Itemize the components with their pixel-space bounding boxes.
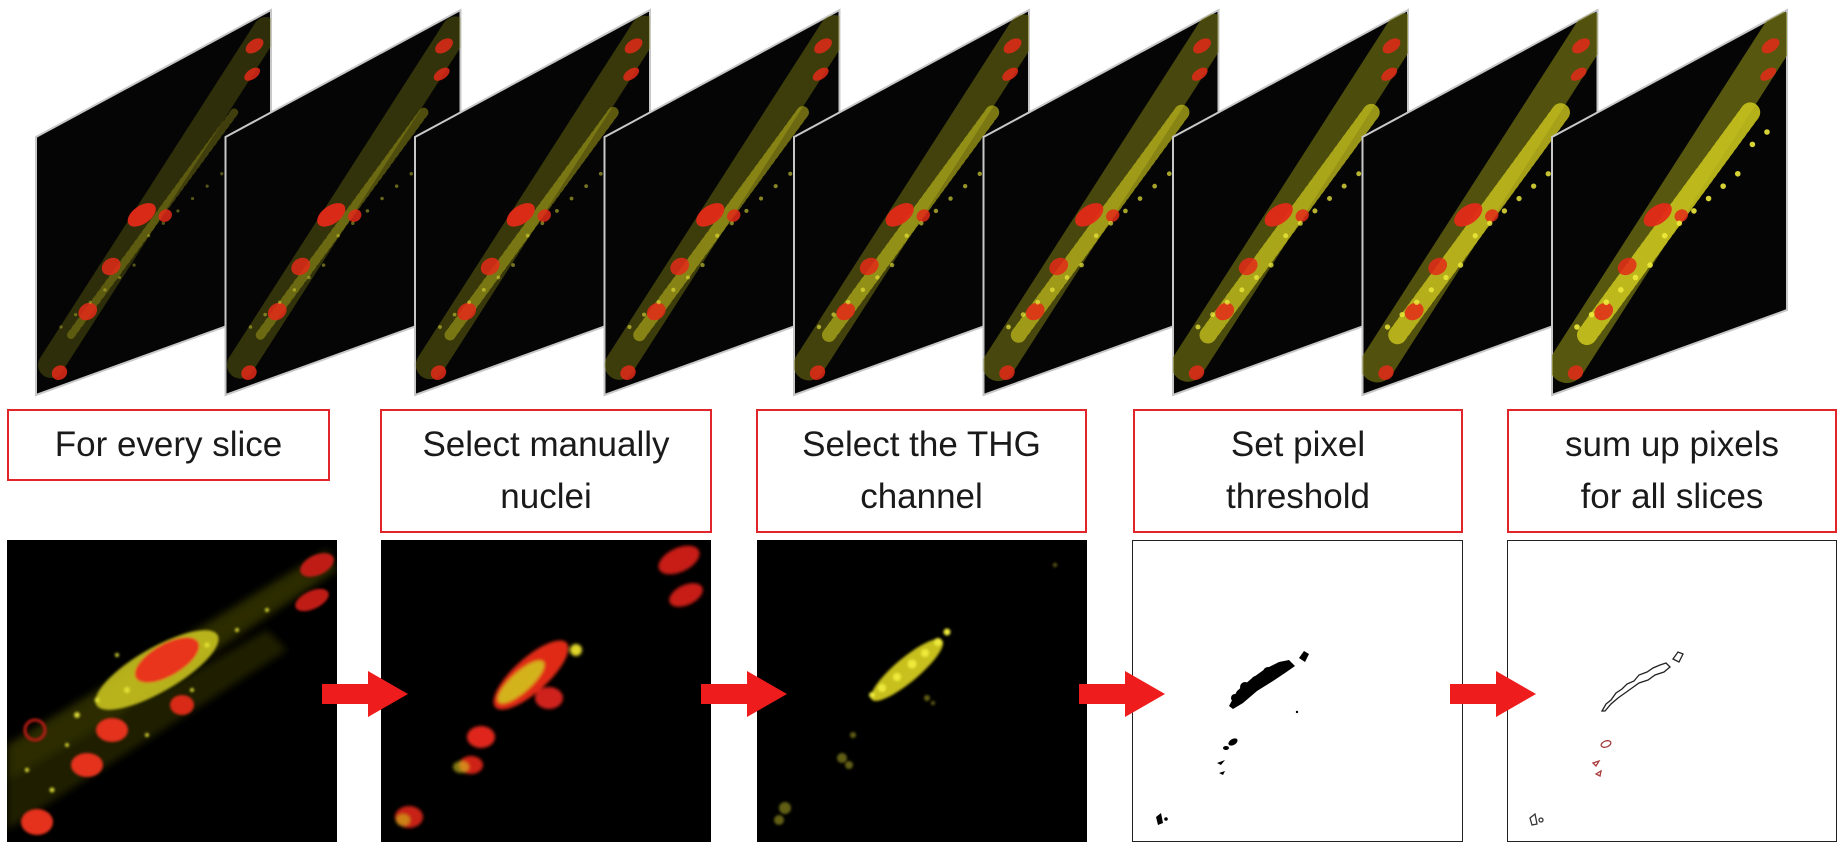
slice-5	[793, 8, 1030, 397]
slice-1	[35, 8, 272, 397]
step-text-thg-channel: Select the THG channel	[802, 425, 1041, 516]
step-text-pixel-threshold: Set pixel threshold	[1226, 425, 1370, 516]
slice-2	[224, 8, 462, 397]
arrow-right-icon	[1450, 671, 1536, 717]
arrow-right-icon	[701, 671, 787, 717]
slice-6	[982, 8, 1220, 397]
slice-3	[414, 8, 651, 397]
slice-4	[603, 8, 841, 397]
slice-frame	[224, 8, 462, 397]
slice-8	[1361, 8, 1599, 397]
thg-channel-panel	[757, 540, 1087, 842]
composite-image-panel	[7, 540, 337, 842]
threshold-mask-panel	[1132, 540, 1463, 842]
slice-9	[1551, 8, 1788, 397]
slice-7	[1172, 8, 1409, 397]
step-text-every-slice: For every slice	[54, 425, 283, 464]
nuclei-selection-panel	[381, 540, 711, 842]
slice-frame	[35, 8, 272, 397]
summed-contours-panel	[1507, 540, 1837, 842]
step-text-sum-pixels: sum up pixels for all slices	[1565, 425, 1779, 516]
step-label-select-nuclei: Select manually nuclei	[380, 409, 712, 533]
arrow-right-icon	[322, 671, 408, 717]
step-label-thg-channel: Select the THG channel	[756, 409, 1087, 533]
step-label-sum-pixels: sum up pixels for all slices	[1507, 409, 1837, 533]
step-label-pixel-threshold: Set pixel threshold	[1133, 409, 1463, 533]
slice-frame	[414, 8, 651, 397]
arrow-right-icon	[1079, 671, 1165, 717]
step-label-every-slice: For every slice	[7, 409, 330, 481]
slice-stack	[35, 8, 1788, 397]
step-text-select-nuclei: Select manually nuclei	[422, 425, 670, 516]
